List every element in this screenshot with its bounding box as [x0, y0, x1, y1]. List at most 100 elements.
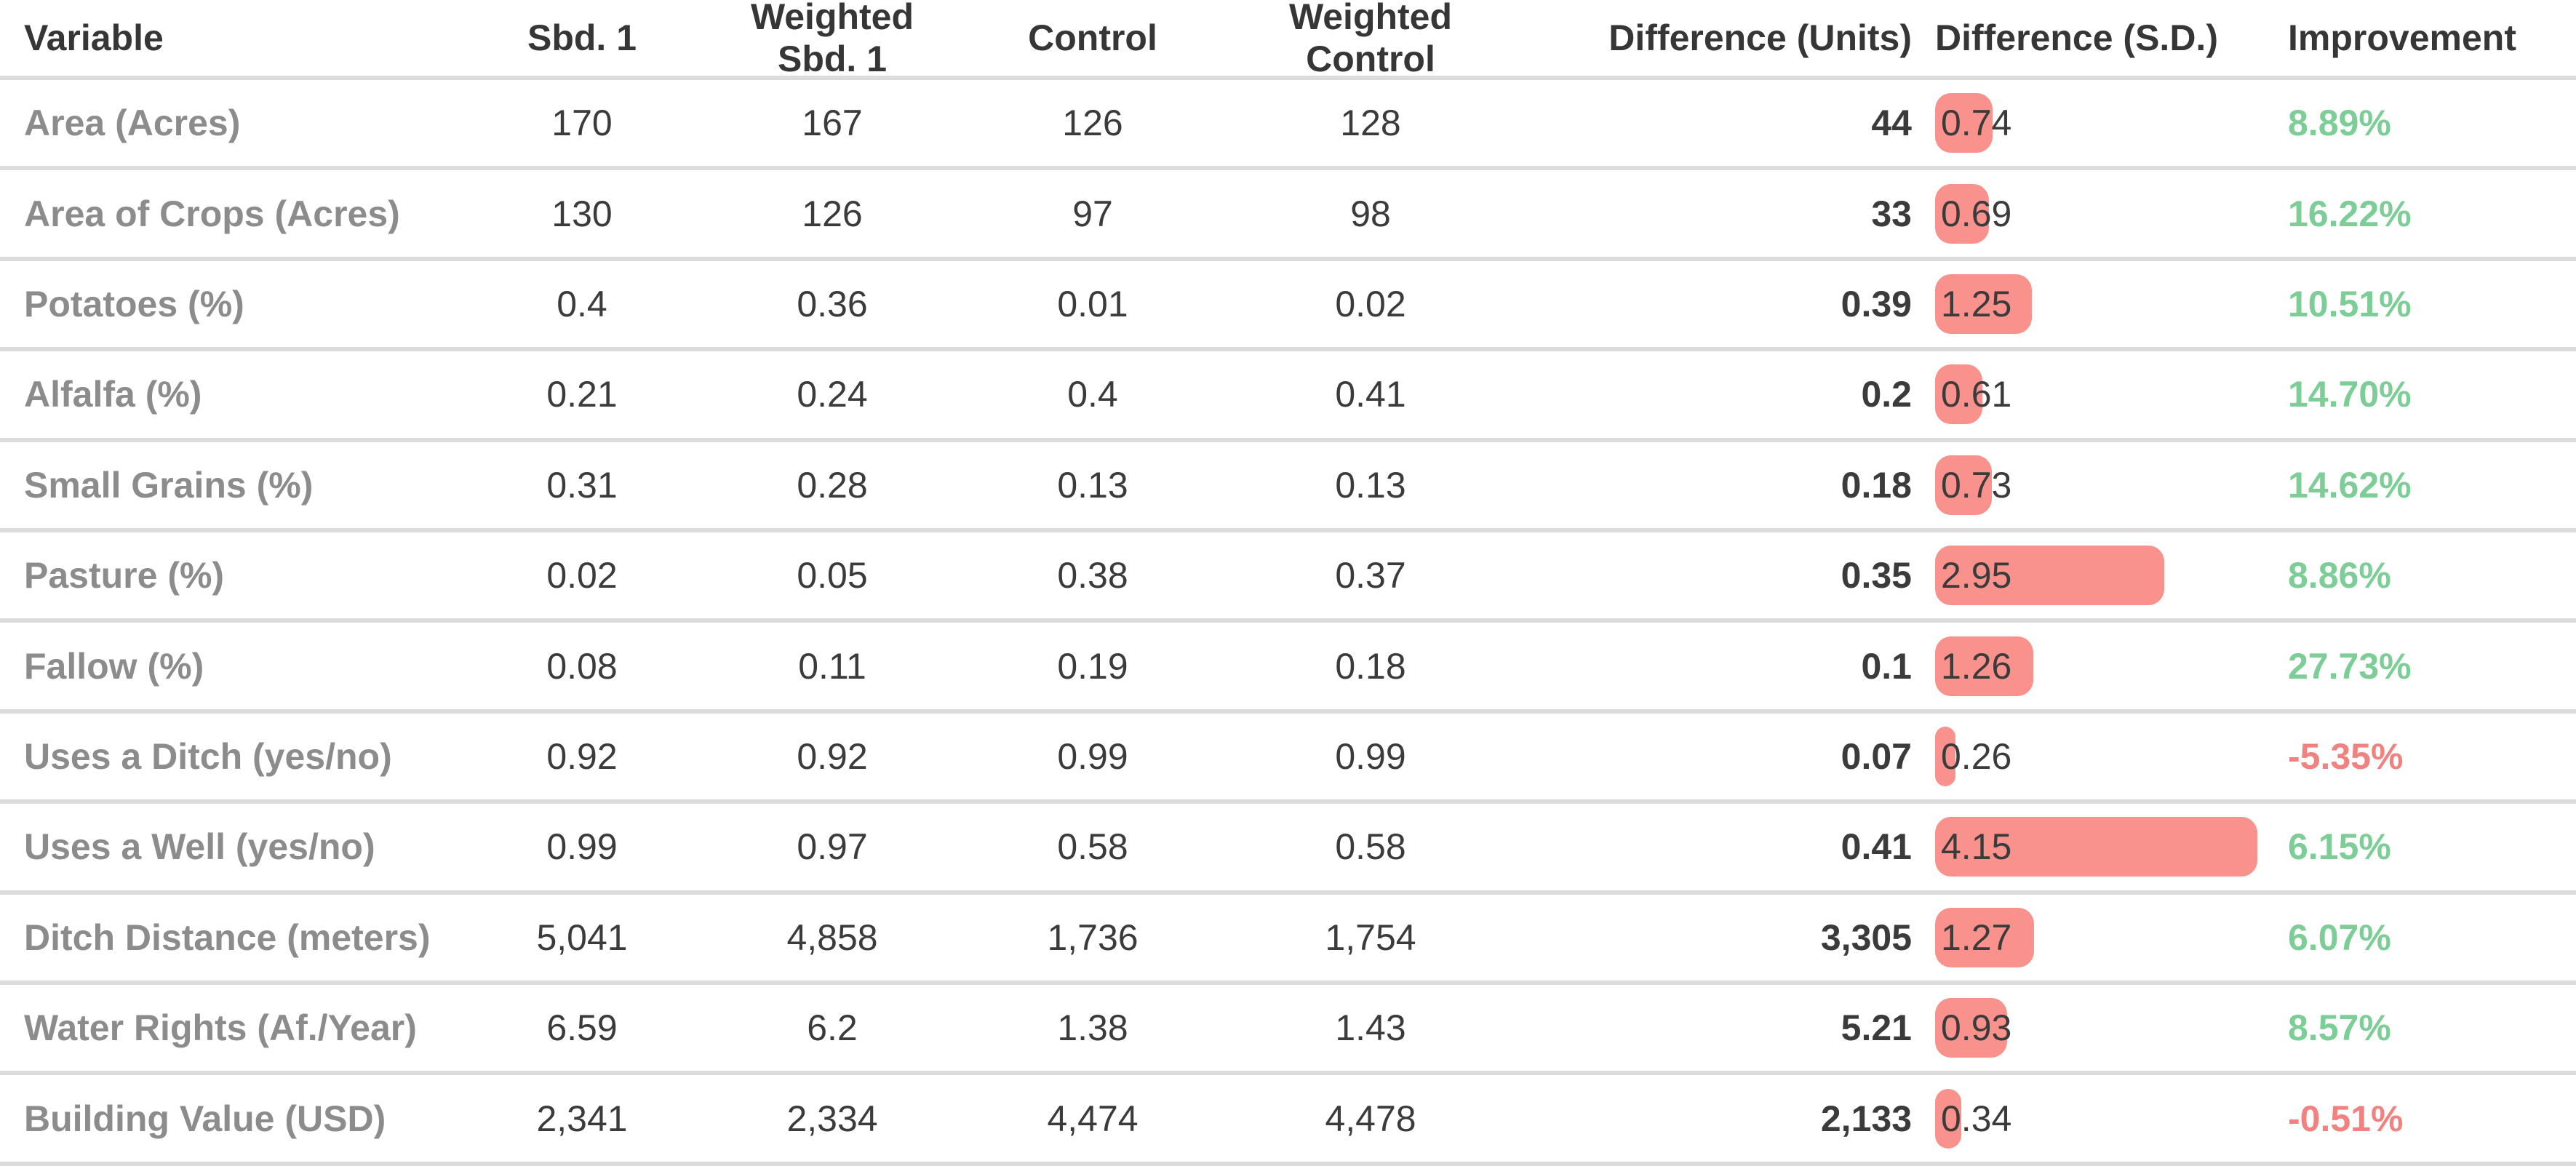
variable-label: Ditch Distance (meters): [24, 917, 431, 958]
weighted-sbd1-value: 0.24: [797, 374, 868, 415]
table-row: Ditch Distance (meters) 5,041 4,858 1,73…: [0, 895, 2576, 986]
difference-units-value: 3,305: [1820, 917, 1912, 958]
table-row: Area of Crops (Acres) 130 126 97 98 33 0…: [0, 170, 2576, 261]
weighted-sbd1-value: 0.97: [797, 826, 868, 868]
sd-magnitude-bar: [1935, 817, 2257, 877]
table-row: Pasture (%) 0.02 0.05 0.38 0.37 0.35 2.9…: [0, 532, 2576, 623]
column-header-sbd1: Sbd. 1: [527, 17, 637, 58]
improvement-value: 8.89%: [2288, 103, 2391, 144]
difference-units-value: 0.18: [1841, 464, 1912, 506]
sd-magnitude-bar: [1935, 907, 2034, 967]
weighted-control-value: 98: [1350, 193, 1391, 234]
difference-sd-value: 1.26: [1941, 645, 2012, 687]
weighted-sbd1-value: 0.36: [797, 284, 868, 325]
difference-sd-value: 0.61: [1941, 374, 2012, 415]
control-value: 1,736: [1047, 917, 1139, 958]
variable-label: Uses a Ditch (yes/no): [24, 736, 392, 778]
weighted-sbd1-value: 167: [802, 103, 863, 144]
difference-sd-value: 0.73: [1941, 464, 2012, 506]
difference-units-value: 0.2: [1861, 374, 1912, 415]
control-value: 4,474: [1047, 1098, 1139, 1139]
sbd1-value: 130: [551, 193, 613, 234]
improvement-value: 27.73%: [2288, 645, 2412, 687]
column-header-variable: Variable: [24, 17, 164, 58]
weighted-control-value: 4,478: [1325, 1098, 1416, 1139]
difference-sd-cell: 2.95: [1935, 546, 2272, 606]
weighted-control-value: 1.43: [1335, 1007, 1406, 1049]
column-header-difference-units: Difference (Units): [1608, 17, 1912, 58]
variable-label: Area of Crops (Acres): [24, 193, 400, 234]
table-row: Potatoes (%) 0.4 0.36 0.01 0.02 0.39 1.2…: [0, 261, 2576, 352]
difference-units-value: 0.41: [1841, 826, 1912, 868]
sd-magnitude-bar: [1935, 93, 1993, 153]
control-value: 0.99: [1057, 736, 1128, 778]
column-header-weighted-control: Weighted Control: [1288, 0, 1453, 79]
difference-units-value: 0.07: [1841, 736, 1912, 778]
difference-sd-cell: 1.27: [1935, 907, 2272, 967]
improvement-value: -0.51%: [2288, 1098, 2404, 1139]
variable-label: Water Rights (Af./Year): [24, 1007, 417, 1049]
column-header-improvement: Improvement: [2288, 17, 2516, 58]
control-value: 1.38: [1057, 1007, 1128, 1049]
difference-sd-cell: 0.73: [1935, 455, 2272, 515]
sbd1-value: 6.59: [546, 1007, 618, 1049]
weighted-sbd1-value: 0.11: [798, 645, 866, 687]
difference-sd-cell: 0.74: [1935, 93, 2272, 153]
difference-sd-cell: 0.26: [1935, 727, 2272, 787]
difference-sd-cell: 0.69: [1935, 183, 2272, 244]
weighted-control-value: 0.58: [1335, 826, 1406, 868]
weighted-control-value: 0.99: [1335, 736, 1406, 778]
improvement-value: 8.86%: [2288, 555, 2391, 596]
weighted-sbd1-value: 0.92: [797, 736, 868, 778]
column-header-control: Control: [1028, 17, 1157, 58]
improvement-value: 6.15%: [2288, 826, 2391, 868]
table-body: Area (Acres) 170 167 126 128 44 0.74 8.8…: [0, 80, 2576, 1166]
difference-sd-value: 0.93: [1941, 1007, 2012, 1049]
control-value: 97: [1072, 193, 1113, 234]
sbd1-value: 0.99: [546, 826, 618, 868]
sbd1-value: 0.31: [546, 464, 618, 506]
difference-sd-value: 0.34: [1941, 1098, 2012, 1139]
control-value: 0.01: [1057, 284, 1128, 325]
table-row: Alfalfa (%) 0.21 0.24 0.4 0.41 0.2 0.61 …: [0, 351, 2576, 442]
sbd1-value: 5,041: [536, 917, 628, 958]
difference-units-value: 0.35: [1841, 555, 1912, 596]
variable-label: Uses a Well (yes/no): [24, 826, 375, 868]
weighted-control-value: 128: [1340, 103, 1401, 144]
weighted-sbd1-value: 0.05: [797, 555, 868, 596]
weighted-control-value: 1,754: [1325, 917, 1416, 958]
sbd1-value: 0.4: [557, 284, 607, 325]
sd-magnitude-bar: [1935, 455, 1992, 515]
control-value: 0.38: [1057, 555, 1128, 596]
difference-sd-cell: 0.61: [1935, 364, 2272, 425]
sd-magnitude-bar: [1935, 636, 2033, 696]
difference-sd-value: 1.25: [1941, 284, 2012, 325]
improvement-value: 8.57%: [2288, 1007, 2391, 1049]
table-row: Small Grains (%) 0.31 0.28 0.13 0.13 0.1…: [0, 442, 2576, 533]
variable-label: Fallow (%): [24, 645, 204, 687]
variable-label: Area (Acres): [24, 103, 241, 144]
improvement-value: 10.51%: [2288, 284, 2412, 325]
weighted-control-value: 0.41: [1335, 374, 1406, 415]
difference-units-value: 33: [1871, 193, 1912, 234]
sd-magnitude-bar: [1935, 1088, 1961, 1149]
control-value: 0.4: [1067, 374, 1118, 415]
sd-magnitude-bar: [1935, 274, 2032, 335]
weighted-sbd1-value: 0.28: [797, 464, 868, 506]
difference-sd-cell: 0.34: [1935, 1088, 2272, 1149]
improvement-value: 6.07%: [2288, 917, 2391, 958]
weighted-sbd1-value: 4,858: [786, 917, 878, 958]
difference-units-value: 5.21: [1841, 1007, 1912, 1049]
control-value: 0.19: [1057, 645, 1128, 687]
control-value: 0.13: [1057, 464, 1128, 506]
sd-magnitude-bar: [1935, 364, 1982, 425]
sbd1-value: 0.21: [546, 374, 618, 415]
sbd1-value: 170: [551, 103, 613, 144]
difference-sd-cell: 0.93: [1935, 998, 2272, 1058]
difference-sd-value: 1.27: [1941, 917, 2012, 958]
weighted-control-value: 0.02: [1335, 284, 1406, 325]
difference-units-value: 44: [1871, 103, 1912, 144]
difference-sd-cell: 4.15: [1935, 817, 2272, 877]
weighted-sbd1-value: 6.2: [807, 1007, 858, 1049]
